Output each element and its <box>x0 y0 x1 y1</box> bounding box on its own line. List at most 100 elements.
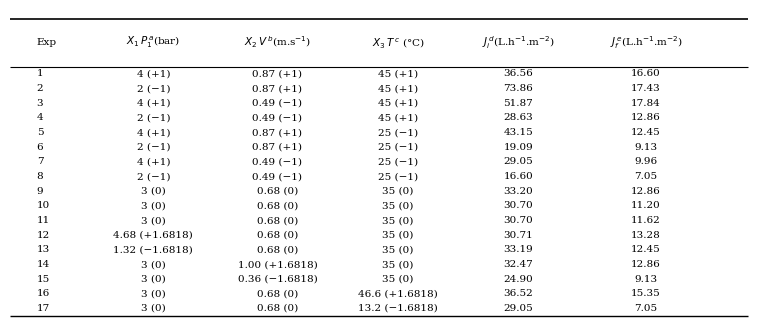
Text: 0.49 (−1): 0.49 (−1) <box>252 172 302 181</box>
Text: 46.6 (+1.6818): 46.6 (+1.6818) <box>358 289 437 298</box>
Text: $X_1\,P_1^{\,a}$(bar): $X_1\,P_1^{\,a}$(bar) <box>126 35 180 50</box>
Text: 3 (0): 3 (0) <box>141 304 166 313</box>
Text: 2 (−1): 2 (−1) <box>136 113 170 123</box>
Text: 25 (−1): 25 (−1) <box>377 172 418 181</box>
Text: 30.70: 30.70 <box>503 216 533 225</box>
Text: 11: 11 <box>36 216 50 225</box>
Text: 1.00 (+1.6818): 1.00 (+1.6818) <box>237 260 318 269</box>
Text: 13.2 (−1.6818): 13.2 (−1.6818) <box>358 304 437 313</box>
Text: 0.68 (0): 0.68 (0) <box>257 245 298 254</box>
Text: 17: 17 <box>36 304 50 313</box>
Text: 0.49 (−1): 0.49 (−1) <box>252 157 302 166</box>
Text: 45 (+1): 45 (+1) <box>377 99 418 108</box>
Text: 43.15: 43.15 <box>503 128 533 137</box>
Text: 35 (0): 35 (0) <box>382 216 414 225</box>
Text: 2 (−1): 2 (−1) <box>136 172 170 181</box>
Text: 5: 5 <box>36 128 43 137</box>
Text: 35 (0): 35 (0) <box>382 187 414 196</box>
Text: 3 (0): 3 (0) <box>141 275 166 284</box>
Text: 24.90: 24.90 <box>503 275 533 284</box>
Text: 3 (0): 3 (0) <box>141 216 166 225</box>
Text: 16.60: 16.60 <box>631 70 661 79</box>
Text: 36.56: 36.56 <box>503 70 533 79</box>
Text: 12.45: 12.45 <box>631 128 661 137</box>
Text: 12.86: 12.86 <box>631 113 661 123</box>
Text: 4 (+1): 4 (+1) <box>136 157 170 166</box>
Text: 2 (−1): 2 (−1) <box>136 84 170 93</box>
Text: 25 (−1): 25 (−1) <box>377 128 418 137</box>
Text: 17.84: 17.84 <box>631 99 661 108</box>
Text: 0.68 (0): 0.68 (0) <box>257 187 298 196</box>
Text: 32.47: 32.47 <box>503 260 533 269</box>
Text: 29.05: 29.05 <box>503 304 533 313</box>
Text: 35 (0): 35 (0) <box>382 260 414 269</box>
Text: 0.68 (0): 0.68 (0) <box>257 304 298 313</box>
Text: 4 (+1): 4 (+1) <box>136 128 170 137</box>
Text: 0.68 (0): 0.68 (0) <box>257 289 298 298</box>
Text: 0.87 (+1): 0.87 (+1) <box>252 84 302 93</box>
Text: 36.52: 36.52 <box>503 289 533 298</box>
Text: 4 (+1): 4 (+1) <box>136 70 170 79</box>
Text: 12.86: 12.86 <box>631 260 661 269</box>
Text: 0.68 (0): 0.68 (0) <box>257 231 298 240</box>
Text: 1.32 (−1.6818): 1.32 (−1.6818) <box>114 245 193 254</box>
Text: 7: 7 <box>36 157 43 166</box>
Text: 30.71: 30.71 <box>503 231 533 240</box>
Text: 33.19: 33.19 <box>503 245 533 254</box>
Text: 0.68 (0): 0.68 (0) <box>257 202 298 210</box>
Text: Exp: Exp <box>36 38 57 47</box>
Text: 0.49 (−1): 0.49 (−1) <box>252 99 302 108</box>
Text: 7.05: 7.05 <box>634 304 658 313</box>
Text: 12.86: 12.86 <box>631 187 661 196</box>
Text: 4: 4 <box>36 113 43 123</box>
Text: 28.63: 28.63 <box>503 113 533 123</box>
Text: 16: 16 <box>36 289 50 298</box>
Text: 30.70: 30.70 <box>503 202 533 210</box>
Text: 7.05: 7.05 <box>634 172 658 181</box>
Text: 4 (+1): 4 (+1) <box>136 99 170 108</box>
Text: $J_f^{\,e}$(L.h$^{-1}$.m$^{-2}$): $J_f^{\,e}$(L.h$^{-1}$.m$^{-2}$) <box>609 34 683 51</box>
Text: 1: 1 <box>36 70 43 79</box>
Text: 13: 13 <box>36 245 50 254</box>
Text: 9.13: 9.13 <box>634 275 658 284</box>
Text: 0.68 (0): 0.68 (0) <box>257 216 298 225</box>
Text: 3: 3 <box>36 99 43 108</box>
Text: 3 (0): 3 (0) <box>141 260 166 269</box>
Text: $X_2\,V^{\,b}$(m.s$^{-1}$): $X_2\,V^{\,b}$(m.s$^{-1}$) <box>244 35 311 50</box>
Text: 25 (−1): 25 (−1) <box>377 157 418 166</box>
Text: 0.36 (−1.6818): 0.36 (−1.6818) <box>237 275 318 284</box>
Text: 0.87 (+1): 0.87 (+1) <box>252 143 302 152</box>
Text: 11.20: 11.20 <box>631 202 661 210</box>
Text: 9.13: 9.13 <box>634 143 658 152</box>
Text: 35 (0): 35 (0) <box>382 245 414 254</box>
Text: 45 (+1): 45 (+1) <box>377 113 418 123</box>
Text: 12: 12 <box>36 231 50 240</box>
Text: 15: 15 <box>36 275 50 284</box>
Text: 2 (−1): 2 (−1) <box>136 143 170 152</box>
Text: 45 (+1): 45 (+1) <box>377 84 418 93</box>
Text: 2: 2 <box>36 84 43 93</box>
Text: 9.96: 9.96 <box>634 157 658 166</box>
Text: 15.35: 15.35 <box>631 289 661 298</box>
Text: 14: 14 <box>36 260 50 269</box>
Text: 3 (0): 3 (0) <box>141 202 166 210</box>
Text: $X_3\,T^{\,c}$ (°C): $X_3\,T^{\,c}$ (°C) <box>371 36 424 50</box>
Text: 0.87 (+1): 0.87 (+1) <box>252 128 302 137</box>
Text: 35 (0): 35 (0) <box>382 275 414 284</box>
Text: 33.20: 33.20 <box>503 187 533 196</box>
Text: 12.45: 12.45 <box>631 245 661 254</box>
Text: 35 (0): 35 (0) <box>382 202 414 210</box>
Text: 13.28: 13.28 <box>631 231 661 240</box>
Text: 35 (0): 35 (0) <box>382 231 414 240</box>
Text: 51.87: 51.87 <box>503 99 533 108</box>
Text: 16.60: 16.60 <box>503 172 533 181</box>
Text: 3 (0): 3 (0) <box>141 289 166 298</box>
Text: 73.86: 73.86 <box>503 84 533 93</box>
Text: 25 (−1): 25 (−1) <box>377 143 418 152</box>
Text: 29.05: 29.05 <box>503 157 533 166</box>
Text: 8: 8 <box>36 172 43 181</box>
Text: 17.43: 17.43 <box>631 84 661 93</box>
Text: 4.68 (+1.6818): 4.68 (+1.6818) <box>114 231 193 240</box>
Text: 3 (0): 3 (0) <box>141 187 166 196</box>
Text: $J_i^{\,d}$(L.h$^{-1}$.m$^{-2}$): $J_i^{\,d}$(L.h$^{-1}$.m$^{-2}$) <box>481 34 555 51</box>
